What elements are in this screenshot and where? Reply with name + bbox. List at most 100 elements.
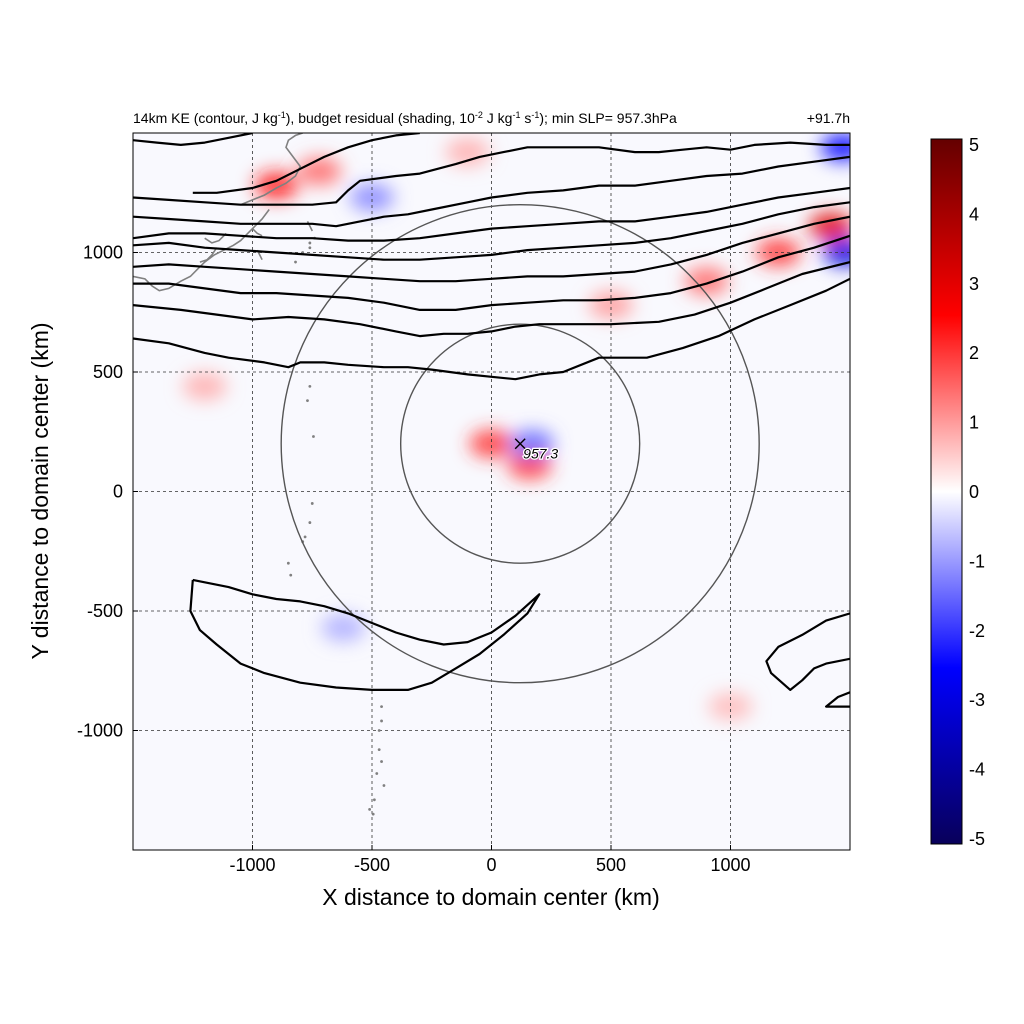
shading-blob	[297, 157, 342, 186]
title-segment: -1	[278, 110, 286, 120]
island	[294, 260, 297, 264]
colorbar-tick-label: 1	[969, 413, 979, 433]
y-tick-label: 1000	[83, 243, 123, 263]
range-circle	[280, 204, 760, 684]
island	[371, 812, 375, 816]
island	[380, 705, 383, 708]
ke-contour	[133, 141, 850, 206]
coastline	[133, 209, 270, 292]
x-tick-label: 0	[486, 855, 496, 875]
plot-title: 14km KE (contour, J kg-1), budget residu…	[133, 110, 677, 126]
ke-contour	[192, 133, 420, 194]
range-circle	[399, 323, 641, 564]
x-tick-label: -500	[354, 855, 390, 875]
island	[308, 384, 312, 388]
shading-blob	[350, 183, 394, 212]
island	[312, 435, 315, 438]
title-segment: -1	[512, 110, 520, 120]
shading-blob	[756, 238, 801, 267]
title-segment: 14km KE (contour, J kg	[133, 110, 278, 126]
colorbar-tick-label: 5	[969, 135, 979, 155]
residual-shading	[182, 133, 850, 721]
island	[308, 521, 312, 524]
coastline	[251, 228, 263, 237]
ke-contour	[133, 234, 850, 311]
shading-blob	[445, 138, 490, 167]
island	[380, 719, 383, 723]
shading-blob	[510, 429, 555, 458]
shading-blob	[507, 451, 552, 480]
x-tick-label: 500	[596, 855, 626, 875]
title-segment: ); min SLP= 957.3hPa	[539, 110, 677, 126]
shading-blob	[684, 267, 729, 296]
ke-contour	[825, 691, 850, 708]
island	[303, 535, 307, 539]
x-tick-label: -1000	[229, 855, 275, 875]
coastlines	[133, 133, 386, 816]
plot-area: 957.3	[133, 133, 850, 850]
y-axis-ticks: -1000 -500 0 500 1000	[77, 243, 138, 741]
island	[375, 772, 379, 775]
island	[289, 573, 293, 577]
colorbar-tick-label: -1	[969, 551, 985, 571]
range-circles	[280, 204, 760, 684]
coastline	[199, 247, 218, 263]
title-segment: ), budget residual (shading, 10	[286, 110, 475, 126]
island	[368, 807, 372, 811]
island	[308, 246, 312, 250]
y-tick-label: 500	[93, 362, 123, 382]
coastline	[204, 232, 227, 244]
shading-blob	[469, 429, 514, 458]
y-tick-label: -500	[87, 601, 123, 621]
island	[380, 760, 383, 763]
island	[377, 729, 381, 732]
colorbar-tick-label: -3	[969, 690, 985, 710]
island	[377, 748, 381, 752]
title-segment: -2	[475, 110, 483, 120]
ke-contour	[133, 201, 850, 261]
colorbar-tick-label: -2	[969, 621, 985, 641]
ke-contour	[133, 186, 850, 242]
colorbar: 5 4 3 2 1 0 -1 -2 -3 -4 -5	[930, 135, 985, 849]
island	[308, 241, 312, 245]
forecast-hour: +91.7h	[807, 110, 850, 126]
colorbar-tick-label: -5	[969, 829, 985, 849]
x-tick-label: 1000	[710, 855, 750, 875]
colorbar-tick-label: 2	[969, 343, 979, 363]
ke-contour	[133, 277, 850, 381]
ke-contour	[133, 215, 850, 283]
ke-contours	[133, 133, 850, 708]
colorbar-tick-label: 4	[969, 204, 979, 224]
y-tick-label: -1000	[77, 721, 123, 741]
island	[306, 399, 309, 403]
colorbar-ticks: 5 4 3 2 1 0 -1 -2 -3 -4 -5	[969, 135, 985, 849]
title-segment: s	[520, 110, 531, 126]
shading-blob	[708, 692, 753, 721]
island	[382, 784, 386, 787]
shading-blob	[182, 372, 227, 401]
shading-blob	[820, 133, 850, 162]
x-axis-title: X distance to domain center (km)	[322, 884, 659, 910]
coastline	[240, 133, 303, 206]
ke-contour	[133, 155, 850, 228]
title-segment: -1	[531, 110, 539, 120]
shading-blob	[321, 613, 366, 642]
y-axis-title: Y distance to domain center (km)	[27, 322, 53, 659]
colorbar-tick-label: -4	[969, 760, 985, 780]
shading-blob	[254, 171, 299, 200]
title-segment: J kg	[483, 110, 513, 126]
x-axis-ticks: -1000 -500 0 500 1000	[229, 845, 751, 875]
min-slp-label: 957.3	[523, 446, 558, 462]
ke-contour	[133, 133, 253, 146]
colorbar-gradient	[930, 138, 963, 845]
plot-background	[133, 133, 850, 850]
ke-contour	[765, 612, 850, 691]
island	[310, 502, 314, 505]
storm-center-marker: 957.3	[514, 438, 560, 463]
island	[286, 561, 290, 565]
ke-contour	[133, 261, 850, 338]
island	[372, 798, 376, 802]
colorbar-tick-label: 0	[969, 482, 979, 502]
storm-center-cross	[514, 438, 526, 450]
